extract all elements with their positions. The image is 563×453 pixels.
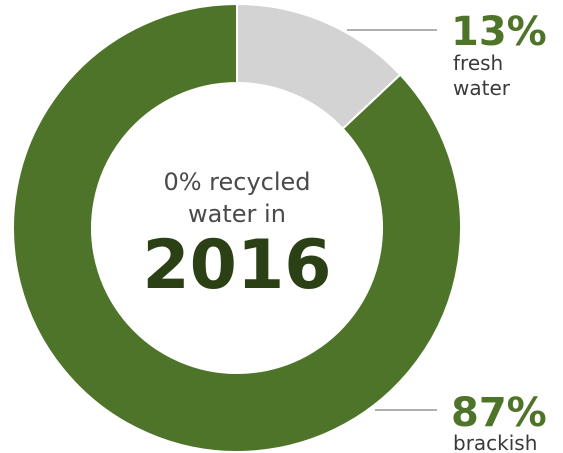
center-label-line-2: water in [188,200,286,228]
brackish-percent-label: 87% [451,390,547,436]
center-label-line-1: 0% recycled [163,168,310,196]
donut-slice-brackish [12,2,462,453]
brackish-label: brackish [453,431,537,453]
fresh-water-label-line-2: water [453,76,511,100]
fresh-water-label-line-1: fresh [453,51,503,75]
donut-slices [12,2,462,453]
fresh-water-percent-label: 13% [451,9,547,55]
center-year-label: 2016 [142,226,331,305]
